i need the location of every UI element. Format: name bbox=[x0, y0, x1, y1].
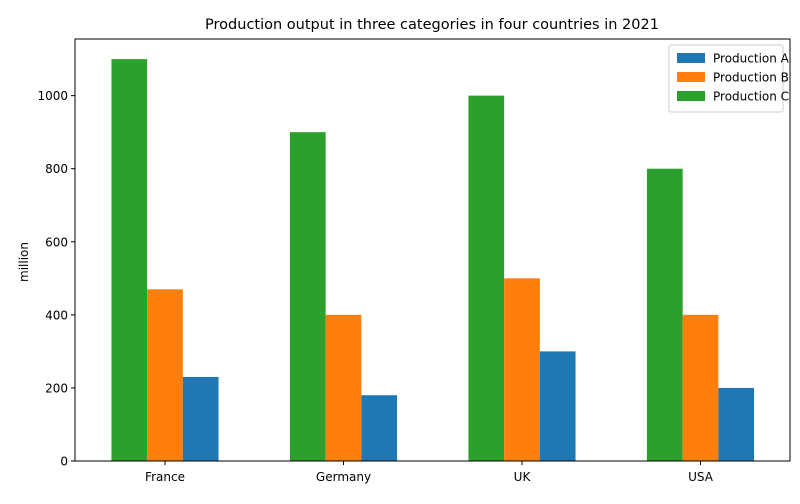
bar-production-b-usa bbox=[682, 314, 719, 461]
bar-production-a-germany bbox=[361, 395, 398, 461]
bar-production-c-germany bbox=[289, 132, 326, 462]
legend-label-production-b: Production B bbox=[713, 71, 789, 85]
legend: Production A Production B Production C bbox=[668, 44, 790, 113]
x-tick-label: UK bbox=[514, 470, 532, 484]
y-tick-label: 400 bbox=[45, 308, 68, 322]
legend-label-production-a: Production A bbox=[713, 52, 790, 66]
plot-frame bbox=[74, 38, 791, 462]
y-tick-label: 0 bbox=[60, 455, 68, 469]
bar-production-b-germany bbox=[325, 314, 362, 461]
bar-production-c-france bbox=[111, 59, 148, 461]
y-tick-label: 200 bbox=[45, 381, 68, 395]
x-axis-ticks: France Germany UK USA bbox=[145, 461, 714, 484]
bar-production-c-usa bbox=[646, 168, 683, 461]
chart-title: Production output in three categories in… bbox=[205, 17, 659, 33]
y-axis-ticks: 0 200 400 600 800 1000 bbox=[37, 89, 75, 469]
y-tick-label: 1000 bbox=[37, 89, 68, 103]
bar-production-b-france bbox=[147, 289, 183, 461]
bar-production-a-uk bbox=[539, 351, 576, 461]
y-axis-label: million bbox=[17, 242, 31, 282]
x-tick-label: USA bbox=[688, 470, 714, 484]
bar-production-c-uk bbox=[468, 95, 505, 462]
bars-group bbox=[111, 59, 755, 462]
y-tick-label: 600 bbox=[45, 235, 68, 249]
bar-production-b-uk bbox=[504, 278, 540, 461]
legend-swatch-production-a bbox=[677, 53, 705, 63]
bar-production-a-france bbox=[182, 376, 219, 461]
y-tick-label: 800 bbox=[45, 162, 68, 176]
legend-label-production-c: Production C bbox=[713, 90, 789, 104]
x-tick-label: Germany bbox=[316, 470, 371, 484]
x-tick-label: France bbox=[145, 470, 185, 484]
legend-swatch-production-b bbox=[677, 72, 705, 82]
bar-production-a-usa bbox=[718, 387, 755, 461]
legend-swatch-production-c bbox=[677, 91, 705, 101]
